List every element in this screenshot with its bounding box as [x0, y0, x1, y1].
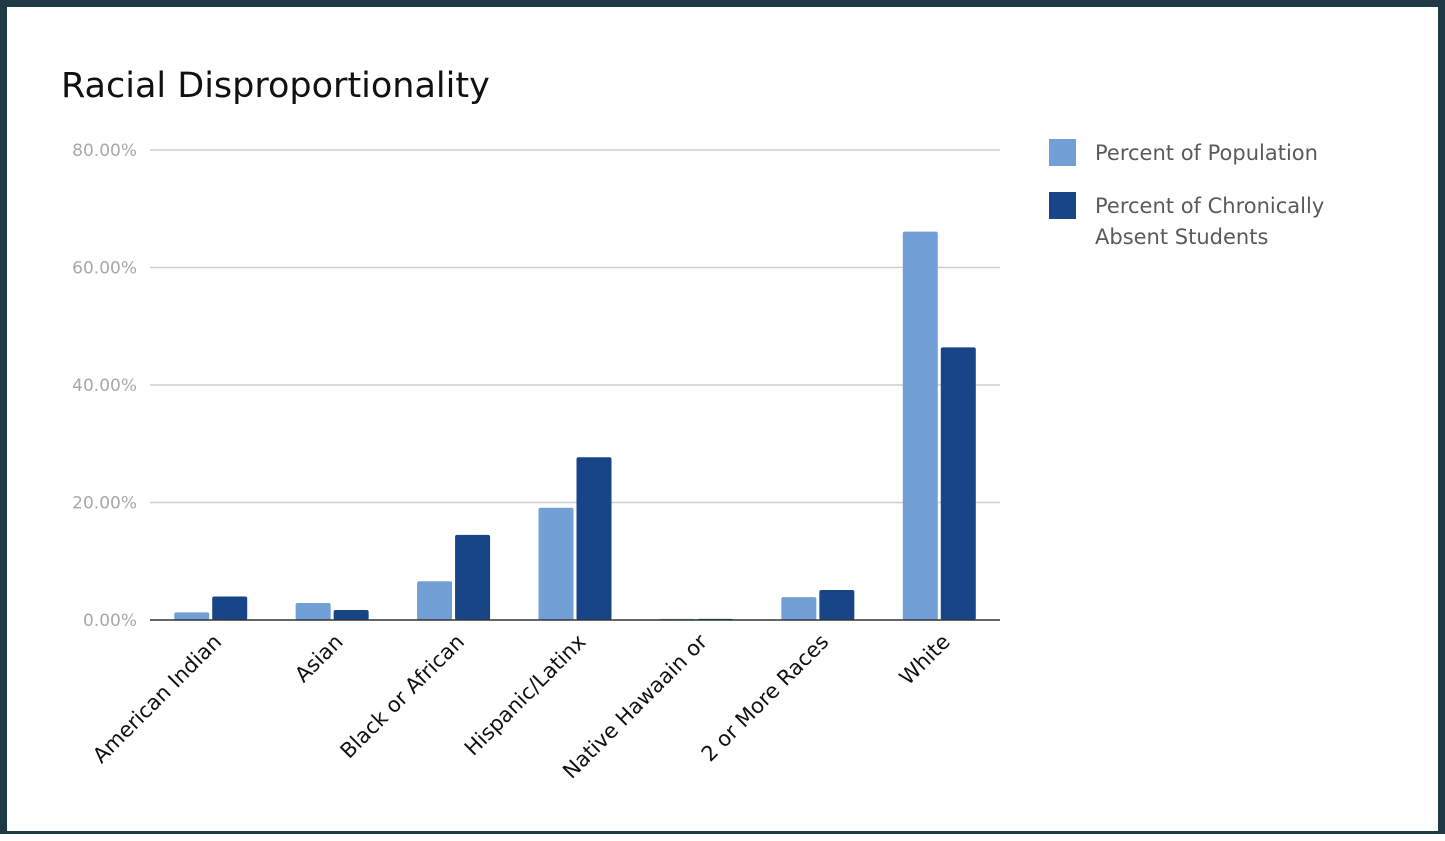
- bar: [295, 602, 331, 620]
- legend-swatch: [1049, 192, 1076, 219]
- bar: [902, 231, 938, 620]
- bar: [538, 507, 574, 620]
- x-tick-label: 2 or More Races: [697, 630, 834, 767]
- y-tick-label: 40.00%: [72, 376, 137, 396]
- bar: [940, 347, 976, 620]
- bars: [174, 231, 976, 620]
- gridlines: [150, 149, 1000, 504]
- legend: Percent of Population Percent of Chronica…: [1049, 139, 1324, 249]
- bar: [455, 534, 491, 620]
- y-tick-label: 80.00%: [72, 141, 137, 161]
- y-tick-label: 0.00%: [83, 611, 137, 631]
- y-tick-label: 60.00%: [72, 259, 137, 279]
- x-tick-label: White: [895, 630, 955, 690]
- bar: [819, 590, 855, 620]
- bar: [781, 597, 817, 620]
- legend-swatch: [1049, 139, 1076, 166]
- legend-label: Percent of Chronically Absent Students: [1095, 194, 1324, 249]
- x-tick-label: Hispanic/Latinx: [460, 630, 591, 761]
- bar: [576, 457, 612, 620]
- x-tick-label: Asian: [290, 630, 348, 688]
- chart-title: Racial Disproportionality: [61, 66, 490, 106]
- x-tick-label: American Indian: [88, 630, 226, 768]
- y-tick-label: 20.00%: [72, 494, 137, 514]
- bar: [417, 581, 453, 620]
- bar: [212, 596, 248, 620]
- bar: [333, 610, 369, 620]
- y-axis-ticks: 0.00% 20.00% 40.00% 60.00% 80.00%: [72, 141, 137, 631]
- x-tick-label: Black or African: [336, 630, 470, 764]
- bar: [174, 612, 210, 620]
- legend-label: Percent of Population: [1095, 141, 1318, 165]
- bar-chart: Racial Disproportionality 0.00% 20.00% 40.…: [61, 66, 1324, 783]
